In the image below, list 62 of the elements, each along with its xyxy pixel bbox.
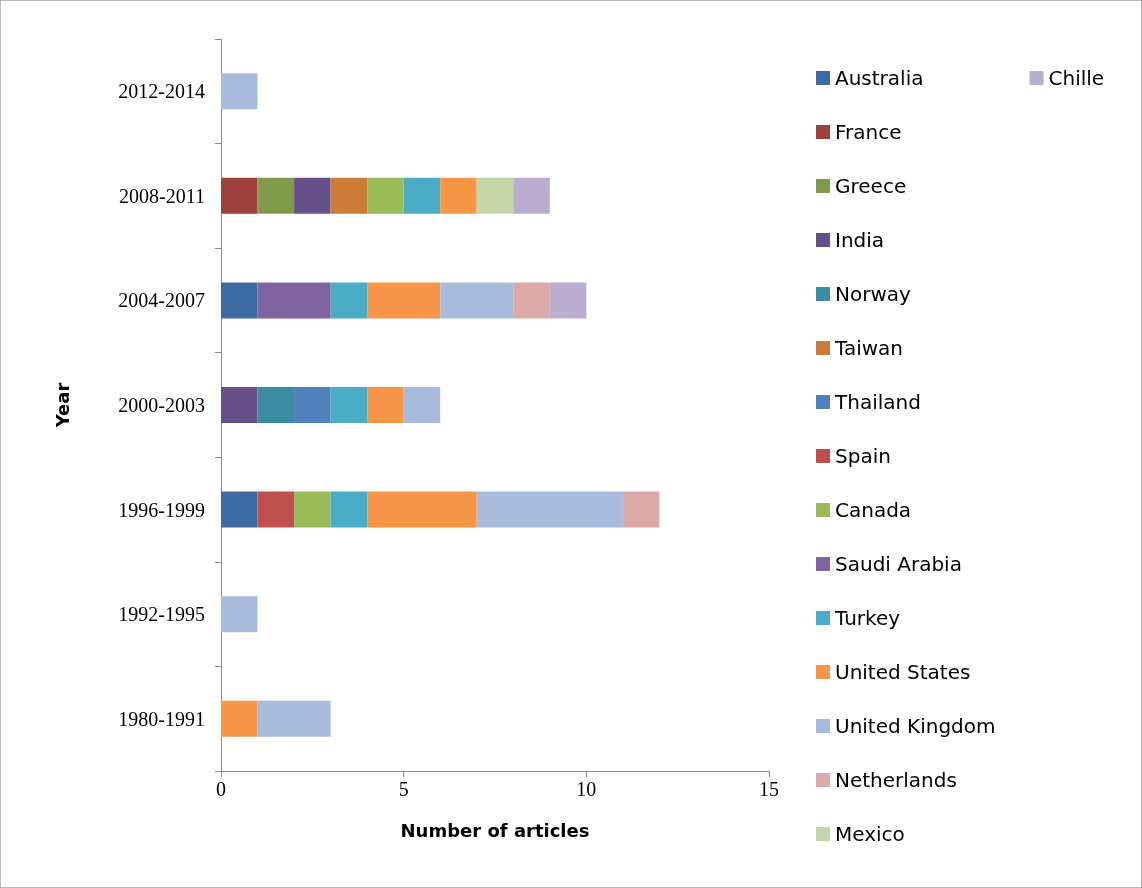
x-tick-label: 15: [759, 778, 779, 800]
legend-label: Mexico: [835, 822, 905, 846]
y-tick-label: 1980-1991: [118, 707, 205, 730]
bar: [440, 282, 514, 319]
y-tick-label: 1996-1999: [118, 498, 205, 521]
bar: [549, 282, 587, 319]
y-tick-label: 1992-1995: [118, 603, 205, 626]
bar: [294, 387, 331, 423]
legend-label: Turkey: [834, 606, 901, 630]
bar: [330, 177, 368, 214]
bar: [476, 491, 623, 528]
bar: [294, 491, 331, 528]
legend-label: Taiwan: [834, 336, 904, 360]
bar: [257, 387, 295, 423]
bar: [440, 177, 477, 214]
bar: [221, 387, 258, 423]
legend-label: France: [835, 120, 902, 144]
legend-label: Netherlands: [835, 768, 957, 792]
legend-label: Chille: [1048, 66, 1105, 90]
x-tick-label: 10: [576, 778, 597, 800]
legend-label: Greece: [835, 174, 907, 198]
x-tick-label: 5: [398, 778, 409, 800]
bar: [221, 491, 258, 528]
legend-label: United States: [835, 660, 971, 684]
bar: [476, 177, 514, 214]
bar: [330, 282, 368, 319]
y-tick-label: 2004-2007: [118, 289, 205, 312]
bar: [221, 596, 258, 633]
bar: [221, 177, 258, 214]
bar: [257, 491, 295, 528]
bar: [221, 700, 258, 737]
bar: [513, 282, 550, 319]
legend-label: United Kingdom: [835, 714, 996, 738]
bar: [367, 177, 404, 214]
bar: [221, 73, 258, 110]
bar: [330, 491, 368, 528]
legend-label: Thailand: [834, 390, 921, 414]
legend-label: Australia: [835, 66, 924, 90]
bar: [257, 282, 331, 319]
legend-label: Norway: [835, 282, 912, 306]
x-tick-label: 0: [216, 778, 226, 800]
legend-label: Saudi Arabia: [835, 552, 962, 576]
bar: [257, 700, 331, 737]
bar: [367, 491, 477, 528]
bar: [513, 177, 550, 214]
y-tick-label: 2008-2011: [119, 184, 205, 207]
bar: [367, 282, 441, 319]
bar: [403, 387, 441, 423]
y-tick-label: 2000-2003: [118, 394, 205, 416]
legend-label: Spain: [835, 444, 891, 468]
bar: [622, 491, 660, 528]
bar: [257, 177, 295, 214]
bar: [367, 387, 404, 423]
legend-label: Canada: [835, 498, 912, 522]
x-axis-title: Number of articles: [400, 819, 590, 841]
y-tick-label: 2012-2014: [118, 80, 205, 103]
bar: [294, 177, 331, 214]
legend-label: India: [835, 228, 885, 252]
bar: [403, 177, 441, 214]
bar: [330, 387, 368, 423]
y-axis-title: Year: [51, 382, 73, 429]
bar: [221, 282, 258, 319]
